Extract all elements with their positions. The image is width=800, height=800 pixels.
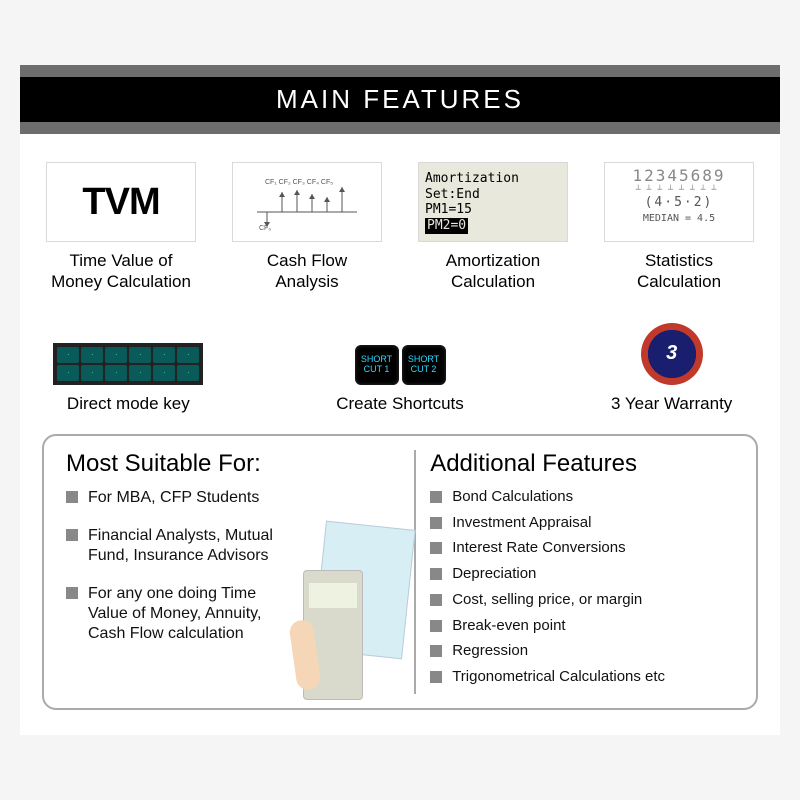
feature-label: 3 Year Warranty bbox=[611, 393, 732, 414]
feature-label: Time Value ofMoney Calculation bbox=[51, 250, 191, 293]
feature-statistics: 12345689 ┴┴┴┴┴┴┴┴ (4·5·2) MEDIAN = 4.5 S… bbox=[588, 162, 770, 293]
calculator-illustration bbox=[299, 525, 409, 700]
feature-label: Direct mode key bbox=[67, 393, 190, 414]
amort-line: Amortization bbox=[425, 171, 561, 187]
list-item: Bond Calculations bbox=[430, 488, 734, 507]
feature-amortization: Amortization Set:End PM1=15 PM2=0 Amorti… bbox=[402, 162, 584, 293]
amortization-icon: Amortization Set:End PM1=15 PM2=0 bbox=[418, 162, 568, 242]
direct-mode-icon: ······ ······ bbox=[53, 343, 203, 385]
svg-text:CF₀: CF₀ bbox=[259, 225, 271, 232]
feature-label: AmortizationCalculation bbox=[446, 250, 540, 293]
list-item: For MBA, CFP Students bbox=[66, 488, 400, 508]
statistics-icon: 12345689 ┴┴┴┴┴┴┴┴ (4·5·2) MEDIAN = 4.5 bbox=[604, 162, 754, 242]
feature-label: Create Shortcuts bbox=[336, 393, 464, 414]
stats-screen: 12345689 ┴┴┴┴┴┴┴┴ (4·5·2) MEDIAN = 4.5 bbox=[605, 163, 753, 241]
features-row-1: TVM Time Value ofMoney Calculation bbox=[30, 162, 770, 293]
list-item: Trigonometrical Calculations etc bbox=[430, 668, 734, 687]
svg-text:CF₁ CF₂ CF₃ CF₄ CF₅: CF₁ CF₂ CF₃ CF₄ CF₅ bbox=[265, 179, 333, 186]
list-item: Investment Appraisal bbox=[430, 514, 734, 533]
feature-label: StatisticsCalculation bbox=[637, 250, 721, 293]
list-item: Break-even point bbox=[430, 617, 734, 636]
feature-label: Cash FlowAnalysis bbox=[267, 250, 347, 293]
bottom-stripe bbox=[20, 122, 780, 134]
additional-title: Additional Features bbox=[430, 450, 734, 478]
list-item: Cost, selling price, or margin bbox=[430, 591, 734, 610]
warranty-icon: 3 bbox=[641, 323, 703, 385]
list-item: Regression bbox=[430, 642, 734, 661]
top-stripe bbox=[20, 65, 780, 77]
feature-tvm: TVM Time Value ofMoney Calculation bbox=[30, 162, 212, 293]
mode-keys-grid: ······ ······ bbox=[53, 343, 203, 385]
amort-line: Set:End bbox=[425, 187, 561, 203]
cashflow-icon: CF₁ CF₂ CF₃ CF₄ CF₅ CF₀ bbox=[232, 162, 382, 242]
tvm-text: TVM bbox=[82, 181, 159, 224]
feature-cashflow: CF₁ CF₂ CF₃ CF₄ CF₅ CF₀ Cash FlowAnalysi… bbox=[216, 162, 398, 293]
additional-features-column: Additional Features Bond Calculations In… bbox=[414, 450, 748, 694]
page: MAIN FEATURES TVM Time Value ofMoney Cal… bbox=[20, 65, 780, 735]
amort-line: PM2=0 bbox=[425, 218, 561, 234]
shortcuts-icon: SHORTCUT 1 SHORTCUT 2 bbox=[355, 345, 446, 385]
details-box: Most Suitable For: For MBA, CFP Students… bbox=[42, 434, 758, 710]
features-row-2: ······ ······ Direct mode key SHORTCUT 1… bbox=[20, 323, 780, 414]
stats-digits: 12345689 bbox=[609, 166, 749, 185]
warranty-badge: 3 bbox=[641, 323, 703, 385]
additional-list: Bond Calculations Investment Appraisal I… bbox=[430, 488, 734, 687]
feature-shortcuts: SHORTCUT 1 SHORTCUT 2 Create Shortcuts bbox=[292, 345, 509, 414]
suitable-for-column: Most Suitable For: For MBA, CFP Students… bbox=[52, 450, 414, 694]
shortcut-key-2: SHORTCUT 2 bbox=[402, 345, 446, 385]
cashflow-diagram-icon: CF₁ CF₂ CF₃ CF₄ CF₅ CF₀ bbox=[247, 172, 367, 232]
feature-direct-mode: ······ ······ Direct mode key bbox=[20, 343, 237, 414]
amort-screen: Amortization Set:End PM1=15 PM2=0 bbox=[419, 163, 567, 241]
tvm-icon: TVM bbox=[46, 162, 196, 242]
main-title: MAIN FEATURES bbox=[20, 77, 780, 122]
stats-median: MEDIAN = 4.5 bbox=[609, 213, 749, 225]
suitable-title: Most Suitable For: bbox=[66, 450, 400, 478]
feature-warranty: 3 3 Year Warranty bbox=[563, 323, 780, 414]
list-item: Interest Rate Conversions bbox=[430, 539, 734, 558]
shortcut-key-1: SHORTCUT 1 bbox=[355, 345, 399, 385]
amort-line: PM1=15 bbox=[425, 202, 561, 218]
list-item: Depreciation bbox=[430, 565, 734, 584]
stats-mid: (4·5·2) bbox=[609, 195, 749, 211]
